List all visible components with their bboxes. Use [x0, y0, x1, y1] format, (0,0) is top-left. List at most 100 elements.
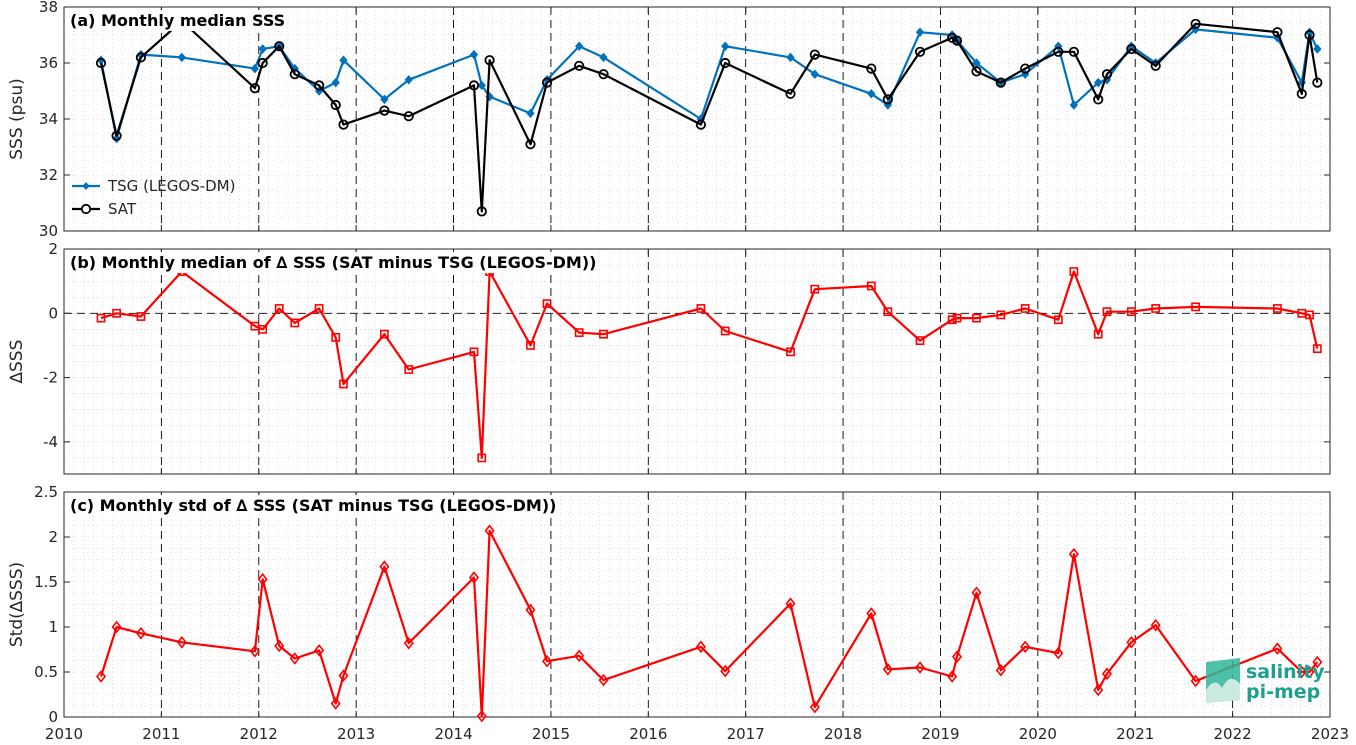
data-point	[866, 281, 876, 291]
data-point	[339, 379, 348, 389]
data-point	[338, 669, 349, 682]
data-point	[1053, 315, 1063, 325]
data-point	[95, 57, 107, 69]
data-point	[951, 650, 963, 663]
x-tick-label: 2012	[240, 725, 278, 743]
data-point	[177, 52, 186, 63]
data-point	[1304, 665, 1315, 679]
data-point	[95, 670, 107, 683]
data-point	[809, 700, 820, 714]
data-point	[476, 709, 487, 723]
data-point	[598, 673, 609, 687]
data-point	[598, 69, 609, 80]
x-tick-label: 2020	[1019, 725, 1057, 743]
data-point	[1053, 646, 1064, 660]
x-tick-label: 2010	[45, 725, 83, 743]
data-point	[330, 697, 341, 710]
y-tick-label: 0.5	[34, 663, 58, 681]
y-axis-label: ∆SSS	[7, 340, 27, 385]
data-point	[379, 105, 390, 116]
data-point	[1296, 88, 1307, 99]
data-point	[1273, 304, 1282, 313]
data-point	[599, 52, 608, 63]
logo-text-line2: pi-mep	[1246, 681, 1320, 703]
data-point	[952, 313, 962, 323]
data-point	[1150, 60, 1161, 71]
data-point	[915, 27, 925, 37]
data-point	[695, 119, 706, 130]
y-tick-label: 0	[48, 708, 58, 726]
data-point	[1126, 43, 1137, 55]
data-point	[1093, 329, 1103, 339]
data-point	[971, 66, 982, 77]
legend-label-sat: SAT	[108, 200, 137, 218]
data-point	[720, 664, 731, 678]
data-point	[1020, 640, 1031, 654]
data-point	[972, 313, 981, 323]
data-point	[258, 324, 268, 334]
y-tick-label: 32	[39, 166, 58, 184]
panel-title: (c) Monthly std of ∆ SSS (SAT minus TSG …	[70, 496, 556, 515]
data-point	[526, 341, 535, 350]
data-point	[258, 44, 267, 54]
data-point	[882, 94, 893, 105]
y-tick-label: 38	[39, 0, 58, 16]
data-point	[1053, 46, 1064, 57]
data-point	[786, 52, 795, 63]
data-point	[136, 312, 146, 321]
data-point	[995, 77, 1006, 88]
data-point	[996, 310, 1006, 320]
data-point	[785, 88, 796, 99]
data-point	[338, 119, 349, 130]
x-tick-label: 2014	[434, 725, 472, 743]
data-point	[331, 77, 340, 88]
data-point	[314, 304, 324, 313]
data-point	[883, 307, 893, 317]
series-line	[99, 19, 1319, 213]
data-point	[314, 644, 325, 657]
data-point	[379, 560, 390, 573]
data-point	[599, 329, 608, 339]
y-tick-label: 30	[39, 222, 58, 240]
data-point	[914, 661, 926, 674]
data-point	[1093, 683, 1104, 697]
data-point	[1272, 642, 1283, 655]
data-point	[525, 139, 536, 150]
data-point	[947, 670, 958, 683]
panel-1: 30 32 34 36 38 SSS (psu) (a) Monthly median SS…	[7, 0, 1331, 240]
data-point	[1020, 304, 1030, 313]
data-point	[1296, 665, 1307, 679]
data-point	[314, 80, 325, 91]
data-point	[274, 41, 285, 52]
data-point	[289, 652, 300, 665]
data-point	[1069, 100, 1079, 110]
logo-text-line1: salinity	[1246, 661, 1325, 683]
y-tick-label: 2	[48, 240, 58, 258]
data-point	[1191, 302, 1201, 312]
data-point	[1312, 77, 1323, 88]
data-point	[476, 206, 487, 217]
logo-wave	[1206, 678, 1240, 703]
x-tick-label: 2016	[629, 725, 667, 743]
x-tick-label: 2023	[1311, 725, 1349, 743]
data-point	[809, 49, 820, 60]
legend-marker-sat	[80, 203, 92, 215]
data-point	[250, 63, 260, 74]
data-point	[720, 326, 730, 336]
x-tick-label: 2011	[142, 725, 180, 743]
x-tick-label: 2019	[921, 725, 959, 743]
data-point	[1068, 547, 1079, 561]
data-point	[1304, 29, 1315, 41]
y-tick-label: -4	[43, 433, 58, 451]
data-point	[468, 80, 480, 91]
data-point	[866, 63, 877, 74]
data-point	[810, 284, 820, 294]
data-point	[1312, 344, 1322, 354]
y-tick-label: 0	[48, 304, 58, 322]
data-point	[379, 329, 389, 339]
data-point	[96, 313, 106, 323]
data-point	[380, 94, 389, 105]
data-point	[696, 304, 706, 313]
y-tick-label: 1	[48, 618, 58, 636]
